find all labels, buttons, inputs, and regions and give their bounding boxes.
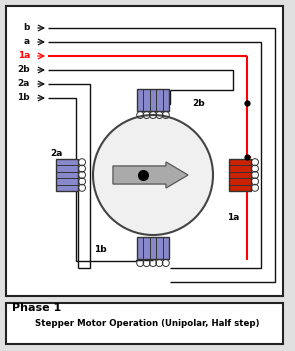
Text: Phase 1: Phase 1 — [12, 303, 61, 313]
Text: Stepper Motor Operation (Unipolar, Half step): Stepper Motor Operation (Unipolar, Half … — [35, 318, 259, 327]
Text: 2a: 2a — [50, 149, 62, 158]
Text: a: a — [24, 38, 30, 46]
Text: b: b — [24, 24, 30, 33]
Bar — [229, 159, 251, 191]
Text: 2a: 2a — [18, 79, 30, 88]
Text: 1a: 1a — [227, 213, 239, 222]
Bar — [56, 159, 78, 191]
Text: 1b: 1b — [94, 245, 107, 253]
Text: 2b: 2b — [192, 99, 205, 107]
Bar — [6, 6, 283, 296]
Bar — [6, 303, 283, 344]
FancyArrow shape — [113, 162, 188, 188]
Text: 2b: 2b — [17, 66, 30, 74]
Bar — [137, 89, 169, 111]
Text: 1b: 1b — [17, 93, 30, 102]
Bar — [137, 237, 169, 259]
Text: 1a: 1a — [18, 52, 30, 60]
Circle shape — [93, 115, 213, 235]
